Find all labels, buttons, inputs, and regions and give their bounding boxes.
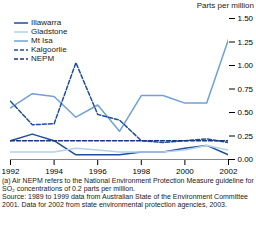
- svg-text:1998: 1998: [132, 167, 150, 176]
- html-text:Gladstone: Gladstone: [31, 27, 68, 36]
- svg-text:2002: 2002: [220, 167, 238, 176]
- html-text:Parts per million: Parts per million: [196, 1, 254, 10]
- html-text:(a) Air NEPM refers to the Nat: (a) Air NEPM refers to the National Envi…: [2, 177, 254, 192]
- svg-text:2000: 2000: [176, 167, 194, 176]
- svg-text:1.50: 1.50: [238, 14, 254, 23]
- html-text:Source: 1989 to 1999 data from: Source: 1989 to 1999 data from Australia…: [2, 193, 248, 208]
- svg-text:0.00: 0.00: [238, 155, 254, 164]
- html-text:Kalgoorlie: Kalgoorlie: [31, 45, 67, 54]
- svg-text:0.50: 0.50: [238, 108, 254, 117]
- svg-text:0.75: 0.75: [238, 85, 254, 94]
- svg-text:1996: 1996: [89, 167, 107, 176]
- html-text:Mt Isa: Mt Isa: [31, 36, 53, 45]
- svg-text:1994: 1994: [45, 167, 63, 176]
- svg-text:1.25: 1.25: [238, 38, 254, 47]
- svg-text:1992: 1992: [2, 167, 20, 176]
- html-text:Illawarra: Illawarra: [31, 18, 62, 27]
- svg-text:0.25: 0.25: [238, 132, 254, 141]
- html-text:NEPM: NEPM: [31, 54, 55, 63]
- svg-text:1.00: 1.00: [238, 61, 254, 70]
